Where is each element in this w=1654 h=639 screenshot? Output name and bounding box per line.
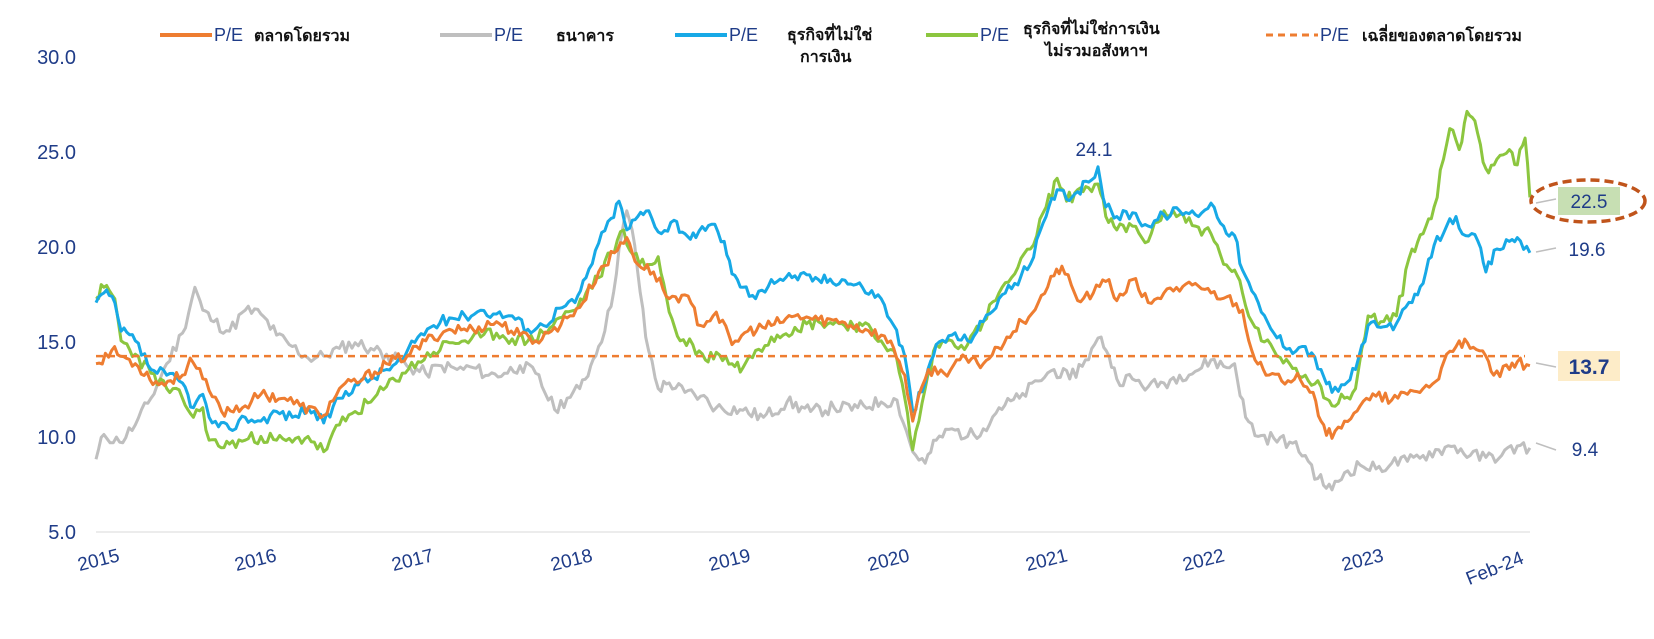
y-tick-label: 30.0: [37, 47, 76, 69]
y-tick-label: 20.0: [37, 237, 76, 259]
end-value-non-financial: 19.6: [1569, 240, 1606, 261]
legend-label-non-financial-ex-property-line1: ธุรกิจที่ไม่ใช่การเงิน: [1023, 17, 1160, 39]
legend: P/E ตลาดโดยรวม P/E ธนาคาร P/E ธุรกิจที่ไ…: [160, 17, 1522, 66]
legend-label-non-financial-line2: การเงิน: [800, 47, 852, 66]
x-tick-label: 2023: [1340, 545, 1386, 576]
legend-item-market: P/E ตลาดโดยรวม: [160, 25, 350, 45]
x-tick-label: 2022: [1181, 545, 1227, 576]
end-value-banks: 9.4: [1572, 440, 1599, 461]
x-tick-label: 2016: [233, 545, 279, 576]
end-value-market: 13.7: [1569, 356, 1610, 379]
annotations: 24.1 22.5 19.6 13.7 9.4: [1076, 140, 1647, 461]
end-value-box-market: [1558, 351, 1620, 381]
x-tick-label: 2018: [549, 545, 595, 576]
x-tick-label: 2019: [707, 545, 753, 576]
series-line-market: [95, 236, 1531, 440]
legend-item-non-financial-ex-property: P/E ธุรกิจที่ไม่ใช่การเงิน ไม่รวมอสังหาฯ: [926, 17, 1160, 60]
end-value-box-non-financial-ex-property: [1558, 187, 1620, 215]
legend-item-non-financial: P/E ธุรกิจที่ไม่ใช่ การเงิน: [675, 23, 872, 66]
legend-label-banks: ธนาคาร: [556, 26, 614, 45]
x-tick-label: 2015: [76, 545, 122, 576]
legend-pe-non-financial: P/E: [729, 25, 758, 45]
x-axis: 2015 2016 2017 2018 2019 2020 2021 2022 …: [76, 545, 1528, 590]
legend-pe-market: P/E: [214, 25, 243, 45]
series-line-non-financial: [94, 165, 1532, 432]
x-tick-label: 2020: [866, 545, 912, 576]
leader-line-market: [1535, 362, 1557, 368]
legend-pe-non-financial-ex-property: P/E: [980, 25, 1009, 45]
y-tick-label: 25.0: [37, 142, 76, 164]
legend-item-market-average: P/E เฉลี่ยของตลาดโดยรวม: [1266, 24, 1522, 45]
series-layer: [94, 109, 1532, 492]
leader-line-non-financial: [1535, 247, 1557, 253]
x-tick-label: Feb-24: [1463, 548, 1527, 590]
legend-pe-market-average: P/E: [1320, 25, 1349, 45]
y-tick-label: 5.0: [48, 522, 76, 544]
peak-label: 24.1: [1076, 140, 1113, 161]
series-line-banks: [94, 209, 1532, 492]
legend-label-market-average: เฉลี่ยของตลาดโดยรวม: [1362, 24, 1522, 45]
end-value-non-financial-ex-property: 22.5: [1571, 192, 1608, 213]
y-axis: 30.0 25.0 20.0 15.0 10.0 5.0: [37, 47, 76, 544]
y-tick-label: 10.0: [37, 427, 76, 449]
leader-line-non-financial-ex-property: [1535, 198, 1557, 204]
legend-label-market: ตลาดโดยรวม: [254, 25, 350, 45]
x-tick-label: 2021: [1024, 545, 1070, 576]
legend-pe-banks: P/E: [494, 25, 523, 45]
legend-label-non-financial-line1: ธุรกิจที่ไม่ใช่: [787, 23, 872, 45]
highlight-ellipse: [1529, 178, 1647, 224]
legend-label-non-financial-ex-property-line2: ไม่รวมอสังหาฯ: [1043, 41, 1147, 60]
x-tick-label: 2017: [390, 545, 436, 576]
legend-item-banks: P/E ธนาคาร: [440, 25, 614, 45]
y-tick-label: 15.0: [37, 332, 76, 354]
leader-line-banks: [1535, 442, 1557, 451]
